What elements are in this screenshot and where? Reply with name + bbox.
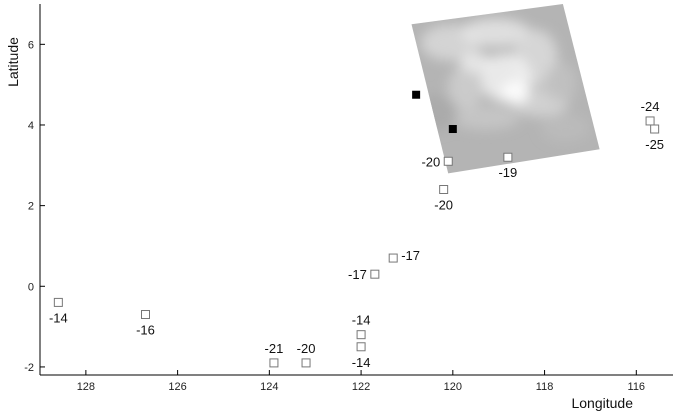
nebula-cloud [451,105,520,130]
nebula-cloud [541,113,590,142]
open-square-marker [356,342,366,352]
point-label: -20 [421,154,440,169]
x-tick-label: 128 [77,381,95,393]
point-label: -25 [645,137,664,152]
open-square-marker [503,152,513,162]
open-square-marker [388,253,398,263]
open-square-marker [141,310,150,320]
point-label: -20 [434,198,453,213]
nebula-cloud [544,62,577,103]
open-square-marker [439,185,449,194]
nebula-cloud [501,80,530,105]
filled-square-marker [412,90,421,99]
open-square-marker [443,156,453,166]
data-labels: -14 -16 -21 -20 -14 -14 -17 -17 -20 -20 -19 -24 -25 [49,99,664,370]
point-label: -20 [297,341,316,356]
x-tick-label: 116 [628,381,646,393]
x-axis: 128 126 124 122 120 118 116 [77,370,645,393]
y-tick-label: 6 [28,39,34,51]
point-label: -19 [498,165,517,180]
y-tick-label: 4 [28,120,34,132]
y-axis: -2 0 2 4 6 [24,39,45,374]
y-axis-title: Latitude [5,37,21,87]
point-label: -21 [265,341,284,356]
nebula-cloud [447,65,484,110]
open-square-marker [645,116,655,126]
point-label: -17 [401,248,420,263]
x-tick-label: 120 [444,381,462,393]
y-tick-label: 2 [28,201,34,213]
plot-frame [39,4,673,376]
open-square-marker [370,269,380,279]
filled-square-marker [448,125,457,134]
point-label: -16 [136,323,155,338]
point-label: -17 [348,267,367,282]
y-tick-label: 0 [28,281,34,293]
x-tick-label: 126 [168,381,186,393]
open-square-marker [356,330,366,340]
point-label: -14 [352,355,371,370]
x-tick-label: 122 [352,381,370,393]
point-label: -24 [641,99,660,114]
inset-nebula-image [411,4,600,174]
x-axis-title: Longitude [571,395,633,411]
open-square-marker [301,358,311,368]
x-tick-label: 118 [536,381,554,393]
nebula-texture [413,18,590,142]
data-points [53,90,660,368]
open-square-marker [53,297,63,307]
nebula-cloud [459,52,492,73]
x-tick-label: 124 [260,381,278,393]
open-square-marker [269,358,279,368]
point-label: -14 [352,313,371,328]
open-square-marker [650,124,660,134]
point-label: -14 [49,310,68,325]
nebula-cloud [460,18,531,47]
y-tick-label: -2 [24,362,34,374]
